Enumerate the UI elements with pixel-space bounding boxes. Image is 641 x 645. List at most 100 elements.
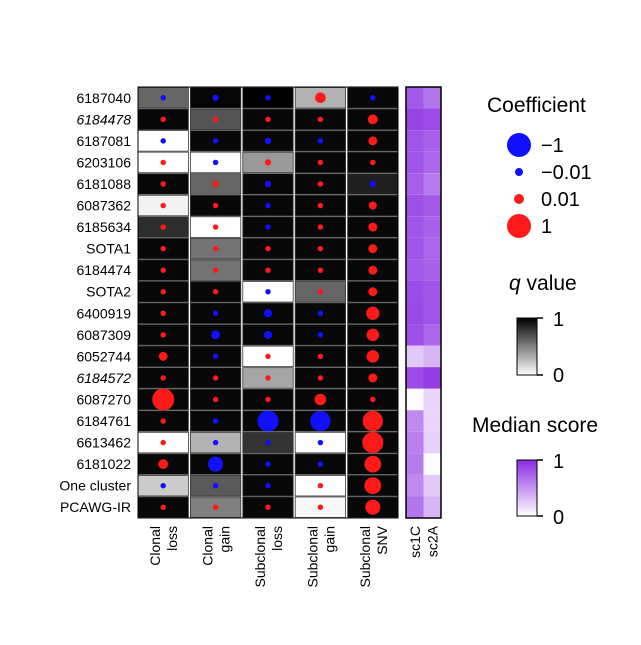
positive-coefficient-dot [212,180,219,188]
positive-coefficient-dot [212,375,219,381]
positive-coefficient-dot [160,159,166,166]
positive-coefficient-dot [160,418,166,424]
median-score-cell [423,453,441,475]
positive-coefficient-dot [212,245,219,252]
positive-coefficient-dot [364,455,382,473]
positive-coefficient-dot [314,393,327,406]
negative-coefficient-dot [265,482,271,489]
positive-coefficient-dot [265,353,271,360]
positive-coefficient-dot [212,267,219,273]
median-score-cell [406,302,424,325]
legend-dot-minus1 [507,133,531,157]
positive-coefficient-dot [160,288,166,295]
positive-coefficient-dot [362,432,384,454]
median-score-cell [406,216,424,238]
row-label: PCAWG-IR [60,499,131,515]
negative-coefficient-dot [160,482,166,489]
row-label: 6052744 [76,348,131,364]
negative-coefficient-dot [265,461,271,467]
negative-coefficient-dot [160,138,166,144]
positive-coefficient-dot [368,222,378,232]
column-label: gain [217,526,233,552]
negative-coefficient-dot [264,137,272,145]
negative-coefficient-dot [265,95,271,101]
positive-coefficient-dot [364,477,382,495]
median-score-cell [406,324,424,346]
row-label: 6400919 [76,305,131,321]
positive-coefficient-dot [265,504,271,510]
positive-coefficient-dot [317,375,324,381]
median-score-cell [423,324,441,346]
positive-coefficient-dot [212,116,219,123]
positive-coefficient-dot [265,396,271,403]
positive-coefficient-dot [370,159,376,166]
negative-coefficient-dot [317,138,324,144]
positive-coefficient-dot [212,396,219,403]
column-label: Subclonal [304,526,320,588]
median-score-cell [423,410,441,432]
column-label: sc2A [424,525,440,557]
row-label: 6184474 [76,262,131,278]
negative-coefficient-dot [265,224,271,230]
negative-coefficient-dot [212,439,219,446]
negative-coefficient-dot [212,418,219,424]
column-label: Clonal [200,526,216,566]
median-score-cell [406,280,424,303]
negative-coefficient-dot [263,330,273,339]
median-score-cell [423,108,441,131]
negative-coefficient-dot [160,95,166,101]
positive-coefficient-dot [368,373,378,383]
column-label: gain [321,526,337,552]
row-label: 6087309 [76,327,131,343]
negative-coefficient-dot [211,330,221,340]
median-score-cell [423,367,441,389]
positive-coefficient-dot [265,245,271,252]
negative-coefficient-dot [212,138,219,144]
negative-coefficient-dot [370,95,376,101]
negative-coefficient-dot [317,439,324,446]
positive-coefficient-dot [317,245,324,252]
median-score-cell [406,453,424,475]
positive-coefficient-dot [317,504,324,510]
positive-coefficient-dot [317,224,324,230]
q-value-legend-title: q value [509,272,577,295]
positive-coefficient-dot [317,482,324,489]
positive-coefficient-dot [368,287,378,297]
median-score-cell [406,259,424,281]
positive-coefficient-dot [160,245,166,252]
positive-coefficient-dot [370,396,376,403]
positive-coefficient-dot [160,504,166,510]
column-label: Clonal [147,526,163,566]
positive-coefficient-dot [160,375,166,381]
negative-coefficient-dot [317,461,324,467]
median-score-cell [423,388,441,411]
negative-coefficient-dot [257,410,279,432]
q-value-title-rest: value [521,272,577,295]
positive-coefficient-dot [368,136,378,146]
negative-coefficient-dot [317,332,324,338]
row-label: 6203106 [76,154,131,170]
negative-coefficient-dot [208,456,224,472]
row-label: 6185634 [76,219,131,235]
positive-coefficient-dot [362,410,383,432]
row-label: 6184572 [76,370,131,386]
negative-coefficient-dot [212,310,219,317]
coefficient-heatmap-frame [137,86,399,519]
q-value-min-label: 0 [553,365,564,387]
median-score-legend: Median score 1 0 [472,414,598,529]
positive-coefficient-dot [317,159,324,166]
legend-label-minus001: −0.01 [541,162,592,184]
median-score-cell [423,173,441,195]
legend-label-plus001: 0.01 [541,189,580,211]
median-score-cell [406,87,424,109]
positive-coefficient-dot [160,439,166,446]
q-value-title-italic: q [509,272,521,295]
positive-coefficient-dot [368,201,377,210]
q-value-legend: q value 1 0 [509,272,577,387]
positive-coefficient-dot [366,328,380,342]
median-score-max-label: 1 [553,451,564,473]
negative-coefficient-dot [310,410,331,432]
median-score-cell [423,345,441,368]
row-label: 6181088 [76,176,131,192]
positive-coefficient-dot [160,332,166,338]
